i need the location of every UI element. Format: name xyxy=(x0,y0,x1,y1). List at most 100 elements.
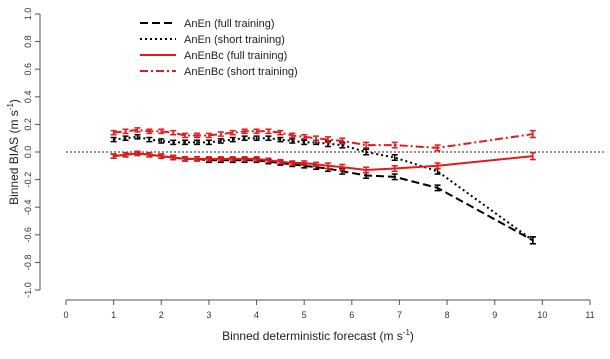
error-bar xyxy=(277,158,284,165)
error-bar xyxy=(134,127,141,133)
error-bar xyxy=(170,129,177,136)
x-tick-label: 5 xyxy=(302,310,307,320)
error-bar xyxy=(146,136,153,143)
error-bar xyxy=(391,154,398,162)
error-bar xyxy=(529,236,536,245)
error-bar xyxy=(205,139,212,146)
error-bar xyxy=(339,137,346,145)
x-tick-label: 11 xyxy=(585,310,594,320)
error-bar xyxy=(391,173,398,181)
error-bar xyxy=(434,162,441,170)
y-tick-label: 0.0 xyxy=(23,146,33,159)
error-bar xyxy=(217,131,224,137)
legend-item: AnEn (short training) xyxy=(140,34,285,46)
legend-label: AnEn (full training) xyxy=(184,18,275,30)
error-bar xyxy=(170,139,177,146)
x-tick-label: 7 xyxy=(397,310,402,320)
error-bar xyxy=(241,135,248,142)
error-bar xyxy=(434,184,441,192)
error-bar xyxy=(289,138,296,144)
series-1 xyxy=(110,134,536,245)
error-bar xyxy=(313,161,320,168)
error-bar xyxy=(146,151,153,158)
error-bar xyxy=(253,135,260,142)
x-axis-title: Binned deterministic forecast (m s-1) xyxy=(222,328,414,343)
error-bar xyxy=(134,150,141,157)
error-bar xyxy=(277,129,284,136)
error-bar xyxy=(434,144,441,152)
y-tick-label: 0.2 xyxy=(23,118,33,131)
y-tick-label: -0.6 xyxy=(23,227,33,243)
y-tick-label: -0.2 xyxy=(23,172,33,188)
error-bar xyxy=(363,166,370,174)
error-bar xyxy=(158,128,165,135)
error-bar xyxy=(110,136,117,143)
x-tick-label: 4 xyxy=(254,310,259,320)
error-bar xyxy=(265,157,272,164)
error-bar xyxy=(241,128,248,135)
x-axis-title-sup: -1 xyxy=(403,328,411,337)
error-bar xyxy=(182,156,189,162)
x-tick-label: 1 xyxy=(111,310,116,320)
error-bar xyxy=(265,135,272,142)
series-line xyxy=(113,152,534,242)
error-bar xyxy=(363,148,370,156)
series-line xyxy=(113,135,534,242)
error-bar xyxy=(529,129,536,139)
error-bar xyxy=(205,156,212,162)
error-bar xyxy=(229,129,236,136)
x-tick-label: 0 xyxy=(63,310,68,320)
x-axis-title-tail: ) xyxy=(410,329,414,343)
error-bar xyxy=(229,136,236,143)
error-bar xyxy=(241,156,248,162)
error-bar xyxy=(391,165,398,173)
y-tick-label: 0.4 xyxy=(23,91,33,104)
error-bar xyxy=(277,136,284,143)
error-bar xyxy=(289,160,296,166)
error-bar xyxy=(391,141,398,149)
error-bar xyxy=(110,153,117,159)
error-bar xyxy=(205,132,212,139)
error-bar xyxy=(194,139,200,146)
error-bar xyxy=(313,135,320,142)
legend-label: AnEnBc (full training) xyxy=(184,50,287,62)
error-bar xyxy=(217,138,224,144)
error-bar xyxy=(146,128,153,135)
series-layer xyxy=(110,127,536,245)
legend-label: AnEnBc (short training) xyxy=(184,66,298,78)
error-bar xyxy=(529,151,536,161)
error-bar xyxy=(363,141,370,149)
error-bar xyxy=(194,132,200,139)
y-tick-label: -0.8 xyxy=(23,255,33,271)
y-tick-label: 1.0 xyxy=(23,8,33,21)
error-bar xyxy=(110,129,117,136)
error-bar xyxy=(325,162,331,170)
series-line xyxy=(113,152,533,171)
error-bar xyxy=(182,139,189,146)
y-axis-title-main: Binned BIAS (m s xyxy=(7,110,21,205)
x-tick-label: 8 xyxy=(445,310,450,320)
error-bar xyxy=(122,135,129,142)
series-2 xyxy=(110,150,536,174)
y-axis-title-tail: ) xyxy=(7,99,21,103)
y-tick-label: 0.6 xyxy=(23,63,33,76)
error-bar xyxy=(122,151,129,158)
error-bar xyxy=(265,128,272,135)
x-tick-label: 6 xyxy=(349,310,354,320)
error-bar xyxy=(301,160,308,166)
error-bar xyxy=(182,132,189,139)
legend-item: AnEnBc (short training) xyxy=(140,66,298,78)
x-tick-label: 10 xyxy=(537,310,547,320)
error-bar xyxy=(301,139,308,146)
error-bar xyxy=(289,132,296,139)
x-ticks: 0 1 2 3 4 5 6 7 8 9 10 11 xyxy=(63,300,595,320)
legend-item: AnEnBc (full training) xyxy=(140,50,287,62)
x-axis-title-main: Binned deterministic forecast (m s xyxy=(222,329,403,343)
error-bar xyxy=(253,156,260,162)
error-bar xyxy=(194,156,200,162)
error-bar xyxy=(122,128,129,135)
x-tick-label: 9 xyxy=(492,310,497,320)
y-tick-label: 0.8 xyxy=(23,35,33,48)
y-ticks: -1.0 -0.8 -0.6 -0.4 -0.2 0.0 0.2 0.4 0.6 0.8 1.0 xyxy=(23,8,40,298)
